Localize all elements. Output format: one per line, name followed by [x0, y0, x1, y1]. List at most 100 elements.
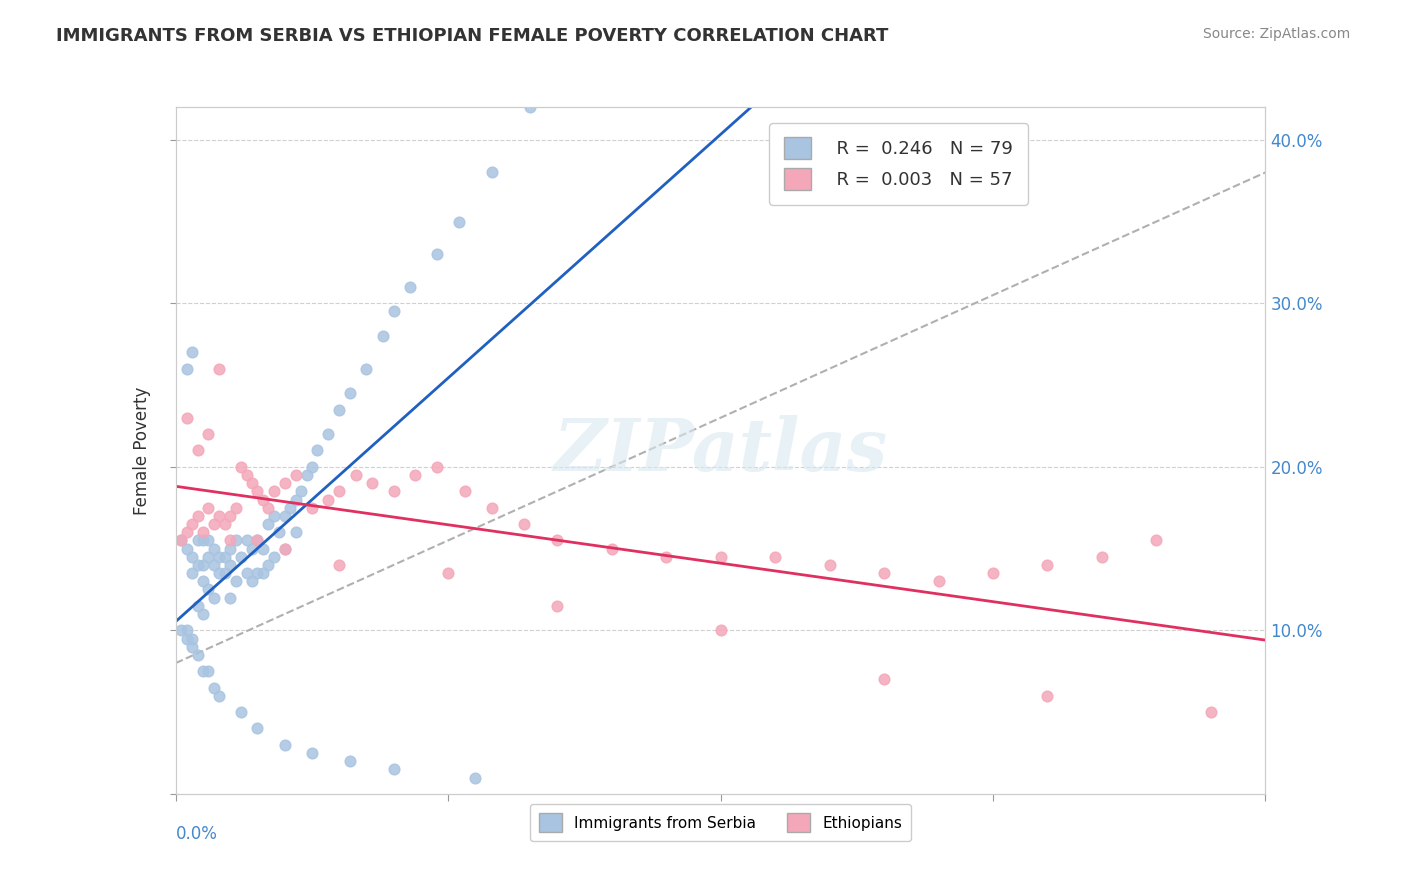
Point: [202, 558, 225, 572]
Point: [191, 664, 214, 679]
Point: [278, 500, 301, 515]
Point: [710, 549, 733, 564]
Point: [176, 361, 198, 376]
Point: [437, 566, 460, 580]
Text: ZIPatlas: ZIPatlas: [554, 415, 887, 486]
Point: [214, 549, 236, 564]
Point: [252, 541, 274, 556]
Point: [219, 591, 242, 605]
Point: [176, 632, 198, 646]
Point: [246, 566, 269, 580]
Point: [284, 467, 307, 482]
Text: IMMIGRANTS FROM SERBIA VS ETHIOPIAN FEMALE POVERTY CORRELATION CHART: IMMIGRANTS FROM SERBIA VS ETHIOPIAN FEMA…: [56, 27, 889, 45]
Point: [274, 476, 297, 491]
Point: [284, 525, 307, 540]
Point: [219, 508, 242, 523]
Point: [214, 516, 236, 531]
Point: [231, 549, 253, 564]
Point: [257, 500, 280, 515]
Point: [328, 402, 350, 417]
Point: [252, 492, 274, 507]
Point: [356, 361, 378, 376]
Point: [197, 549, 219, 564]
Point: [208, 566, 231, 580]
Point: [170, 624, 193, 638]
Point: [246, 533, 269, 548]
Point: [339, 754, 361, 768]
Point: [191, 607, 214, 621]
Point: [382, 484, 405, 499]
Point: [197, 500, 219, 515]
Point: [191, 558, 214, 572]
Point: [426, 247, 449, 261]
Point: [231, 459, 253, 474]
Point: [263, 549, 285, 564]
Point: [191, 525, 214, 540]
Point: [763, 549, 786, 564]
Point: [176, 624, 198, 638]
Point: [176, 410, 198, 425]
Point: [1091, 549, 1114, 564]
Point: [546, 533, 568, 548]
Point: [176, 541, 198, 556]
Point: [519, 100, 541, 114]
Point: [399, 280, 422, 294]
Point: [873, 566, 896, 580]
Point: [202, 516, 225, 531]
Point: [257, 558, 280, 572]
Point: [225, 500, 247, 515]
Point: [246, 722, 269, 736]
Point: [181, 640, 204, 654]
Point: [263, 484, 285, 499]
Point: [208, 549, 231, 564]
Point: [214, 566, 236, 580]
Point: [269, 525, 291, 540]
Point: [600, 541, 623, 556]
Point: [382, 762, 405, 776]
Point: [197, 582, 219, 597]
Point: [191, 533, 214, 548]
Point: [219, 533, 242, 548]
Point: [371, 329, 394, 343]
Point: [928, 574, 950, 589]
Point: [453, 484, 475, 499]
Point: [873, 673, 896, 687]
Point: [197, 664, 219, 679]
Point: [191, 574, 214, 589]
Point: [981, 566, 1004, 580]
Point: [197, 427, 219, 442]
Point: [405, 467, 427, 482]
Point: [318, 427, 340, 442]
Point: [1036, 689, 1059, 703]
Point: [235, 566, 257, 580]
Point: [382, 304, 405, 318]
Point: [208, 361, 231, 376]
Point: [202, 591, 225, 605]
Point: [240, 541, 263, 556]
Point: [202, 681, 225, 695]
Point: [339, 386, 361, 401]
Point: [186, 443, 209, 458]
Point: [186, 508, 209, 523]
Point: [219, 558, 242, 572]
Point: [202, 541, 225, 556]
Point: [318, 492, 340, 507]
Point: [181, 516, 204, 531]
Point: [447, 214, 470, 228]
Point: [655, 549, 678, 564]
Point: [1144, 533, 1167, 548]
Point: [301, 459, 323, 474]
Point: [225, 533, 247, 548]
Point: [1036, 558, 1059, 572]
Point: [235, 467, 257, 482]
Point: [263, 508, 285, 523]
Point: [176, 525, 198, 540]
Point: [818, 558, 841, 572]
Point: [186, 648, 209, 662]
Point: [170, 533, 193, 548]
Point: [464, 771, 486, 785]
Point: [546, 599, 568, 613]
Point: [231, 705, 253, 719]
Point: [257, 516, 280, 531]
Point: [274, 541, 297, 556]
